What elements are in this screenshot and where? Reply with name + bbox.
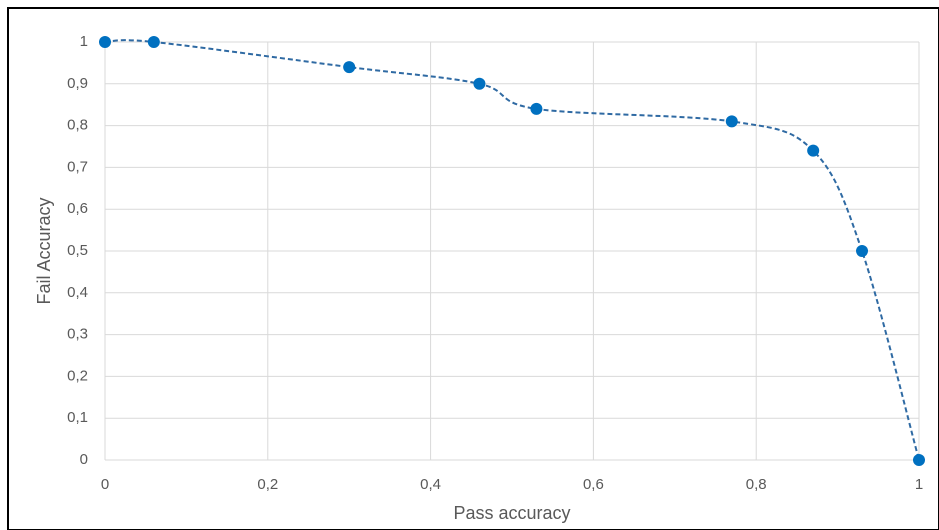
- x-tick-label: 0: [101, 476, 109, 493]
- x-tick-label: 0,8: [746, 476, 767, 493]
- point: [530, 102, 543, 115]
- point: [343, 61, 356, 74]
- point: [807, 144, 820, 157]
- x-tick-label: 0,2: [257, 476, 278, 493]
- point: [473, 77, 486, 90]
- y-tick-label: 0,9: [67, 75, 88, 92]
- point: [856, 245, 869, 257]
- point: [913, 454, 925, 466]
- y-tick-label: 0,7: [67, 158, 88, 175]
- x-tick-label: 0,6: [583, 476, 604, 493]
- point: [725, 115, 738, 128]
- y-tick-label: 0,1: [67, 409, 88, 426]
- trend-line: [104, 39, 920, 461]
- y-tick-label: 0,6: [67, 200, 88, 217]
- y-tick-label: 0,8: [67, 117, 88, 134]
- chart-frame: [7, 7, 939, 530]
- y-tick-label: 0,4: [67, 284, 88, 301]
- y-tick-label: 0,3: [67, 326, 88, 343]
- y-axis-title: Fail Accuracy: [34, 197, 54, 304]
- y-tick-label: 0,5: [67, 242, 88, 259]
- x-axis-title: Pass accuracy: [453, 503, 570, 523]
- x-tick-label: 1: [915, 476, 923, 493]
- point: [99, 36, 111, 48]
- y-tick-label: 1: [80, 33, 88, 50]
- x-tick-label: 0,4: [420, 476, 441, 493]
- y-tick-label: 0,2: [67, 367, 88, 384]
- y-tick-label: 0: [80, 451, 88, 468]
- point: [147, 36, 160, 48]
